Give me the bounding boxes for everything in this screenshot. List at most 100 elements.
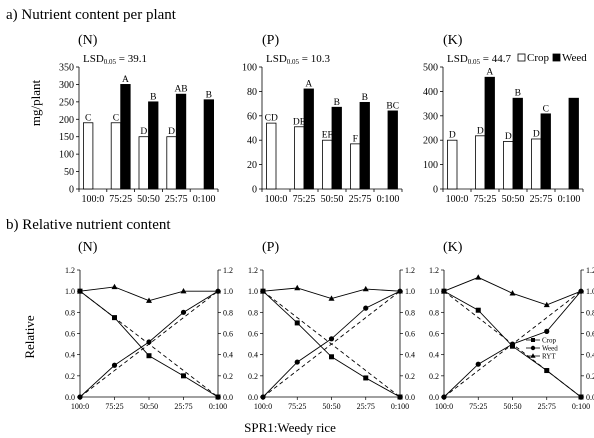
lsd-annotation: LSD0.05 = 44.7 [447, 53, 511, 66]
section-a-title: a) Nutrient content per plant [6, 7, 177, 23]
ryt-point [260, 287, 266, 294]
x-tick-label: 25:75 [349, 194, 372, 205]
y-tick-label-left: 0.6 [65, 330, 75, 339]
crop-point [397, 394, 403, 400]
crop-bar-label: EF [322, 131, 333, 141]
weed-bar-label: BC [386, 101, 399, 111]
x-tick-label: 0:100 [558, 194, 581, 205]
weed-bar-label: A [486, 68, 493, 78]
crop-point [578, 394, 584, 400]
y-tick-label-right: 0.4 [223, 351, 233, 360]
crop-bar-label: D [505, 132, 512, 142]
x-tick-label: 100:0 [435, 402, 453, 411]
crop-point [215, 394, 221, 400]
crop-point [146, 353, 152, 359]
weed-bar [303, 88, 314, 190]
weed-point [363, 305, 369, 311]
weed-point [328, 336, 335, 342]
y-tick-label-right: 1.2 [405, 266, 415, 275]
weed-point [111, 362, 118, 368]
legend-label-weed: Weed [542, 345, 558, 353]
legend-label-ryt: RYT [542, 353, 556, 361]
y-tick-label: 50 [64, 167, 74, 178]
y-tick-label: 0 [252, 185, 257, 196]
ryt-point [362, 285, 369, 292]
line-panel-p: (P) 0.0 0.0 0.2 0.2 0.4 0.4 0.6 0.6 0.8 0.8 1.0 1.0 1… [248, 240, 415, 411]
crop-bar [138, 136, 149, 190]
lsd-annotation: LSD0.05 = 10.3 [266, 53, 330, 66]
weed-point [146, 339, 152, 345]
panel-label: (N) [78, 33, 98, 48]
ylabel-a: mg/plant [28, 80, 43, 127]
ryt-point [441, 287, 447, 294]
weed-bar [387, 110, 398, 190]
crop-bar [110, 122, 122, 190]
ryt-point [180, 287, 187, 294]
y-tick-label-left: 0.0 [429, 393, 439, 402]
y-tick-label-right: 0.0 [405, 393, 415, 402]
panel-label: (N) [78, 240, 98, 255]
y-tick-label: 40 [247, 136, 257, 147]
weed-point [509, 341, 516, 347]
y-tick-label-left: 1.0 [429, 287, 439, 296]
ryt-point [543, 301, 550, 308]
crop-bar-label: D [140, 127, 147, 137]
y-tick-label: 400 [423, 87, 438, 98]
weed-bar [359, 101, 370, 190]
x-tick-label: 25:75 [538, 402, 556, 411]
y-tick-label-right: 1.0 [586, 287, 594, 296]
y-tick-label: 200 [423, 136, 438, 147]
x-tick-label: 50:50 [137, 194, 160, 205]
crop-bar [266, 122, 277, 190]
crop-bar-label: C [113, 113, 119, 123]
x-tick-label: 75:25 [109, 194, 132, 205]
crop-bar-label: F [353, 134, 358, 144]
ryt-point [578, 287, 584, 294]
crop-point [294, 320, 300, 326]
weed-bar [148, 101, 159, 190]
x-tick-label: 75:25 [288, 402, 306, 411]
legend-marker-circle [530, 345, 536, 351]
crop-bar [503, 141, 514, 190]
y-tick-label-left: 1.2 [65, 266, 75, 275]
x-tick-label: 75:25 [105, 402, 123, 411]
y-tick-label: 0 [69, 185, 74, 196]
x-tick-label: 0:100 [193, 194, 216, 205]
section-b-title: b) Relative nutrient content [6, 217, 171, 233]
legend-weed-label: Weed [562, 52, 587, 64]
x-tick-label: 50:50 [321, 194, 344, 205]
x-tick-label: 50:50 [503, 402, 521, 411]
crop-point [363, 375, 369, 381]
panel-label: (P) [262, 33, 279, 48]
y-tick-label-left: 1.2 [248, 266, 258, 275]
bar-panel-n: (N) LSD0.05 = 39.1 0 50 100 150 200 250 300 350 10… [59, 33, 219, 205]
y-tick-label-left: 0.2 [248, 372, 258, 381]
weed-point [77, 394, 83, 400]
y-tick-label-left: 0.8 [65, 308, 75, 317]
weed-bar [120, 84, 131, 190]
x-tick-label: 100:0 [265, 194, 288, 205]
y-tick-label-left: 0.2 [65, 372, 75, 381]
y-tick-label-left: 0.4 [65, 351, 75, 360]
weed-bar-label: B [150, 92, 156, 102]
weed-bar [540, 113, 551, 190]
ryt-point [475, 274, 482, 280]
x-tick-label: 25:75 [174, 402, 192, 411]
line-panel-n: (N) 0.0 0.0 0.2 0.2 0.4 0.4 0.6 0.6 0.8 0.8 1.0 1.0 1… [65, 240, 233, 411]
ryt-point [397, 287, 403, 294]
y-tick-label-left: 1.0 [65, 287, 75, 296]
crop-bar [166, 136, 177, 190]
y-tick-label-left: 0.0 [65, 393, 75, 402]
weed-point [544, 328, 550, 334]
y-tick-label-left: 0.2 [429, 372, 439, 381]
crop-point [181, 373, 186, 379]
y-tick-label-right: 1.2 [223, 266, 233, 275]
x-tick-label: 0:100 [572, 402, 590, 411]
crop-point [475, 307, 481, 313]
panel-label: (P) [262, 240, 279, 255]
y-tick-label-right: 1.0 [223, 287, 233, 296]
weed-point [260, 394, 266, 400]
weed-bar [203, 99, 215, 190]
